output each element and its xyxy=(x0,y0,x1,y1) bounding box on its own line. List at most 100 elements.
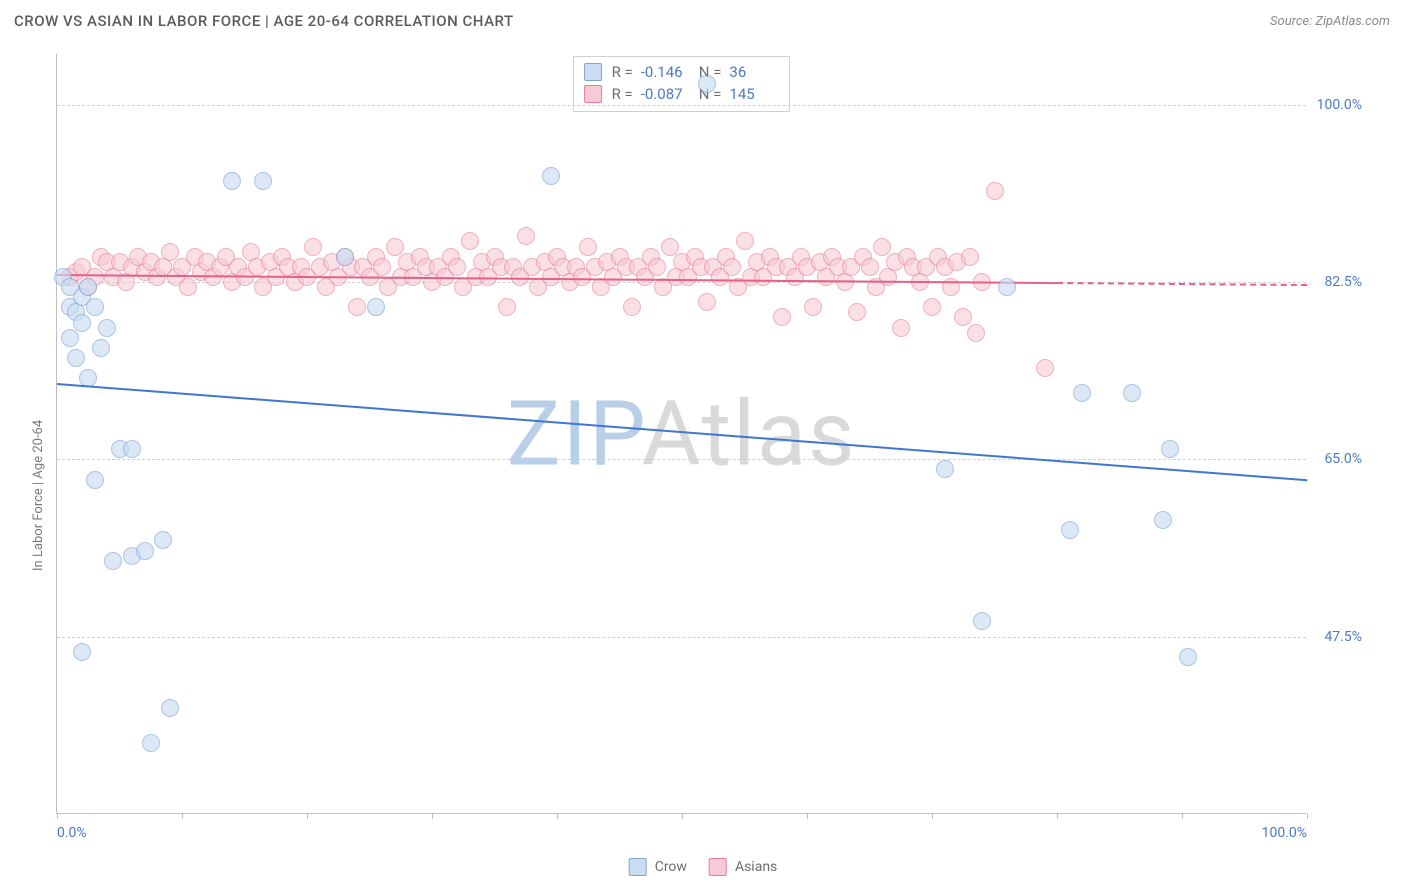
data-point xyxy=(73,643,91,661)
xtick xyxy=(557,813,558,819)
data-point xyxy=(79,278,97,296)
legend-item: Asians xyxy=(709,858,777,876)
r-label: R = xyxy=(612,61,633,83)
data-point xyxy=(923,298,941,316)
data-point xyxy=(104,552,122,570)
data-point xyxy=(373,258,391,276)
data-point xyxy=(136,542,154,560)
swatch-asians xyxy=(709,858,727,876)
data-point xyxy=(367,298,385,316)
data-point xyxy=(67,349,85,367)
data-point xyxy=(1179,648,1197,666)
data-point xyxy=(123,440,141,458)
data-point xyxy=(304,238,322,256)
series-legend: Crow Asians xyxy=(629,858,778,876)
swatch-crow xyxy=(584,63,602,81)
watermark-a: ZIP xyxy=(507,381,642,486)
legend-label: Crow xyxy=(655,859,687,875)
data-point xyxy=(661,238,679,256)
xtick-label: 100.0% xyxy=(1262,825,1307,841)
xtick xyxy=(682,813,683,819)
n-value-asians: 145 xyxy=(729,83,779,105)
data-point xyxy=(967,324,985,342)
plot-area: ZIPAtlas In Labor Force | Age 20-64 R = … xyxy=(56,54,1306,814)
xtick xyxy=(1307,813,1308,819)
data-point xyxy=(698,75,716,93)
data-point xyxy=(386,238,404,256)
data-point xyxy=(336,248,354,266)
gridline xyxy=(57,637,1306,638)
chart-container: CROW VS ASIAN IN LABOR FORCE | AGE 20-64… xyxy=(10,10,1396,882)
data-point xyxy=(773,308,791,326)
data-point xyxy=(623,298,641,316)
trend-line xyxy=(57,383,1307,481)
data-point xyxy=(161,699,179,717)
data-point xyxy=(723,258,741,276)
correlation-legend: R = -0.146 N = 36 R = -0.087 N = 145 xyxy=(573,56,791,112)
xtick xyxy=(182,813,183,819)
ytick-label: 100.0% xyxy=(1317,97,1362,113)
data-point xyxy=(1073,384,1091,402)
legend-label: Asians xyxy=(735,859,777,875)
data-point xyxy=(161,243,179,261)
ytick-label: 47.5% xyxy=(1324,629,1362,645)
data-point xyxy=(461,232,479,250)
data-point xyxy=(179,278,197,296)
xtick xyxy=(57,813,58,819)
ytick-label: 82.5% xyxy=(1324,274,1362,290)
data-point xyxy=(648,258,666,276)
n-value-crow: 36 xyxy=(729,61,779,83)
data-point xyxy=(448,258,466,276)
watermark-b: Atlas xyxy=(642,381,857,486)
gridline xyxy=(57,459,1306,460)
xtick xyxy=(932,813,933,819)
xtick xyxy=(432,813,433,819)
data-point xyxy=(348,298,366,316)
data-point xyxy=(936,460,954,478)
data-point xyxy=(1123,384,1141,402)
data-point xyxy=(223,172,241,190)
data-point xyxy=(86,471,104,489)
xtick-label: 0.0% xyxy=(57,825,87,841)
chart-title: CROW VS ASIAN IN LABOR FORCE | AGE 20-64… xyxy=(14,12,514,30)
xtick xyxy=(1182,813,1183,819)
data-point xyxy=(698,293,716,311)
data-point xyxy=(848,303,866,321)
swatch-crow xyxy=(629,858,647,876)
xtick xyxy=(807,813,808,819)
data-point xyxy=(1061,521,1079,539)
data-point xyxy=(961,248,979,266)
data-point xyxy=(73,314,91,332)
title-bar: CROW VS ASIAN IN LABOR FORCE | AGE 20-64… xyxy=(10,10,1396,40)
data-point xyxy=(1154,511,1172,529)
data-point xyxy=(804,298,822,316)
r-value-crow: -0.146 xyxy=(641,61,691,83)
data-point xyxy=(498,298,516,316)
data-point xyxy=(861,258,879,276)
r-label: R = xyxy=(612,83,633,105)
data-point xyxy=(517,227,535,245)
legend-item: Crow xyxy=(629,858,687,876)
data-point xyxy=(98,319,116,337)
correlation-row-crow: R = -0.146 N = 36 xyxy=(584,61,780,83)
data-point xyxy=(954,308,972,326)
data-point xyxy=(92,339,110,357)
data-point xyxy=(986,182,1004,200)
xtick xyxy=(307,813,308,819)
data-point xyxy=(1036,359,1054,377)
data-point xyxy=(973,612,991,630)
data-point xyxy=(142,734,160,752)
data-point xyxy=(998,278,1016,296)
data-point xyxy=(873,238,891,256)
data-point xyxy=(542,167,560,185)
swatch-asians xyxy=(584,85,602,103)
data-point xyxy=(579,238,597,256)
r-value-asians: -0.087 xyxy=(641,83,691,105)
watermark: ZIPAtlas xyxy=(507,381,857,486)
data-point xyxy=(61,329,79,347)
xtick xyxy=(1057,813,1058,819)
ytick-label: 65.0% xyxy=(1324,451,1362,467)
data-point xyxy=(892,319,910,337)
source-label: Source: ZipAtlas.com xyxy=(1270,14,1390,29)
gridline xyxy=(57,105,1306,106)
